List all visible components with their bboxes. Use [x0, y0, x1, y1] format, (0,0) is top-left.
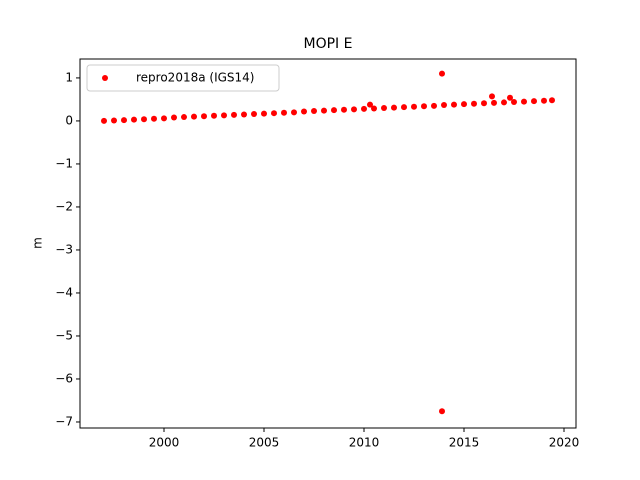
y-tick-label: −7: [55, 414, 73, 428]
data-point: [361, 105, 367, 112]
data-point: [441, 102, 447, 109]
y-tick-label: 1: [65, 70, 73, 84]
data-point: [341, 106, 347, 113]
y-tick-label: 0: [65, 113, 73, 127]
x-tick-label: 2010: [349, 436, 380, 450]
data-point: [511, 99, 517, 106]
data-point: [111, 117, 117, 124]
data-point: [489, 93, 495, 100]
plot-frame: [79, 58, 577, 429]
data-point: [401, 104, 407, 111]
data-point: [131, 116, 137, 123]
data-point: [491, 99, 497, 106]
y-axis-label: m: [31, 237, 45, 249]
data-point: [507, 94, 513, 101]
data-point: [301, 108, 307, 115]
legend-marker: [102, 75, 108, 81]
y-tick-label: −2: [55, 199, 73, 213]
data-point: [411, 103, 417, 110]
data-point: [421, 103, 427, 110]
data-point: [541, 97, 547, 104]
data-point: [471, 100, 477, 107]
legend-label: repro2018a (IGS14): [136, 71, 254, 85]
data-point: [231, 111, 237, 118]
y-tick-label: −5: [55, 328, 73, 342]
data-point: [521, 98, 527, 105]
data-point: [101, 117, 107, 124]
data-point: [141, 116, 147, 123]
legend-box: [86, 64, 280, 92]
data-point: [311, 108, 317, 115]
data-point: [439, 408, 445, 415]
data-point: [439, 70, 445, 77]
data-point: [331, 107, 337, 114]
data-point: [201, 113, 207, 120]
data-point: [549, 97, 555, 104]
data-point: [431, 102, 437, 109]
y-tick-label: −3: [55, 242, 73, 256]
data-point: [321, 107, 327, 114]
data-point: [191, 113, 197, 120]
data-point: [351, 106, 357, 113]
data-point: [121, 117, 127, 124]
chart-title: MOPI E: [304, 36, 353, 52]
data-point: [261, 110, 267, 117]
data-point: [221, 112, 227, 119]
data-point: [367, 101, 373, 108]
y-tick-label: −1: [55, 156, 73, 170]
x-tick-label: 2000: [149, 436, 180, 450]
x-tick-label: 2005: [249, 436, 280, 450]
data-point: [371, 105, 377, 112]
data-point: [501, 99, 507, 106]
data-point: [171, 114, 177, 121]
data-point: [181, 114, 187, 121]
data-point: [281, 109, 287, 116]
data-point: [381, 105, 387, 112]
data-point: [531, 98, 537, 105]
x-tick-label: 2020: [549, 436, 580, 450]
data-point: [391, 104, 397, 111]
data-point: [251, 111, 257, 118]
data-point: [151, 115, 157, 122]
x-tick-label: 2015: [449, 436, 480, 450]
data-point: [461, 101, 467, 108]
data-point: [451, 101, 457, 108]
data-point: [291, 109, 297, 116]
y-tick-label: −6: [55, 371, 73, 385]
data-point: [241, 111, 247, 118]
data-point: [481, 100, 487, 107]
data-point: [161, 115, 167, 122]
y-tick-label: −4: [55, 285, 73, 299]
data-point: [211, 112, 217, 119]
data-point: [271, 110, 277, 117]
